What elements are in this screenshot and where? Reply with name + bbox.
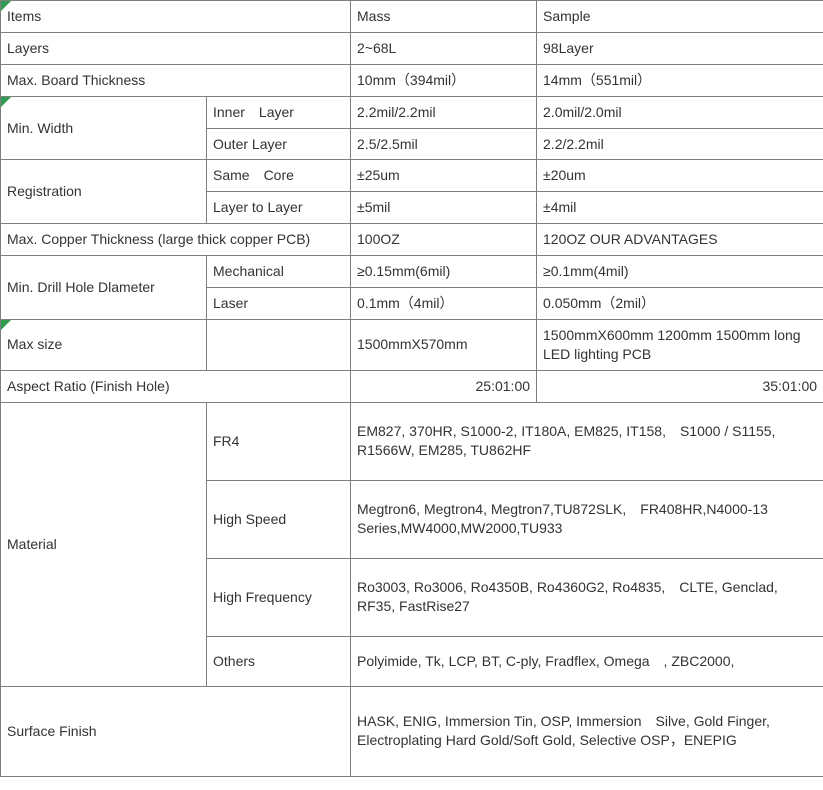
cell-mass: 1500mmX570mm: [351, 319, 537, 370]
cell-mass: ≥0.15mm(6mil): [351, 256, 537, 288]
cell-sub: High Speed: [207, 480, 351, 558]
cell-sample: ≥0.1mm(4mil): [537, 256, 823, 288]
cell-sub: Same Core: [207, 160, 351, 192]
cell-mass: ±5mil: [351, 192, 537, 224]
cell-sub: Inner Layer: [207, 96, 351, 128]
table-row: Min. Width Inner Layer 2.2mil/2.2mil 2.0…: [1, 96, 823, 128]
cell-merged: EM827, 370HR, S1000-2, IT180A, EM825, IT…: [351, 402, 823, 480]
cell-mass: 2.5/2.5mil: [351, 128, 537, 160]
table-row: Items Mass Sample: [1, 1, 823, 33]
cell-item: Max. Copper Thickness (large thick coppe…: [1, 224, 351, 256]
cell-item: Surface Finish: [1, 686, 351, 776]
cell-item: Layers: [1, 32, 351, 64]
cell-item: Min. Width: [1, 96, 207, 160]
cell-sample: 2.0mil/2.0mil: [537, 96, 823, 128]
cell-item: Aspect Ratio (Finish Hole): [1, 370, 351, 402]
cell-sample: 35:01:00: [537, 370, 823, 402]
cell-mass: 0.1mm（4mil）: [351, 288, 537, 320]
cell-sample: 0.050mm（2mil）: [537, 288, 823, 320]
table-row: Layers 2~68L 98Layer: [1, 32, 823, 64]
column-header-items: Items: [1, 1, 351, 33]
cell-merged: HASK, ENIG, Immersion Tin, OSP, Immersio…: [351, 686, 823, 776]
table-row: Registration Same Core ±25um ±20um: [1, 160, 823, 192]
table-row: Max. Board Thickness 10mm（394mil） 14mm（5…: [1, 64, 823, 96]
cell-sub: Layer to Layer: [207, 192, 351, 224]
cell-item: Material: [1, 402, 207, 686]
table-row: Aspect Ratio (Finish Hole) 25:01:00 35:0…: [1, 370, 823, 402]
column-header-mass: Mass: [351, 1, 537, 33]
cell-sample: 2.2/2.2mil: [537, 128, 823, 160]
table-row: Material FR4 EM827, 370HR, S1000-2, IT18…: [1, 402, 823, 480]
cell-item: Registration: [1, 160, 207, 224]
cell-merged: Polyimide, Tk, LCP, BT, C-ply, Fradflex,…: [351, 636, 823, 686]
cell-sample: 98Layer: [537, 32, 823, 64]
cell-sample: 120OZ OUR ADVANTAGES: [537, 224, 823, 256]
cell-item: Min. Drill Hole Dlameter: [1, 256, 207, 320]
table-row: Max size 1500mmX570mm 1500mmX600mm 1200m…: [1, 319, 823, 370]
cell-sub: Laser: [207, 288, 351, 320]
cell-sub: High Frequency: [207, 558, 351, 636]
table-row: Surface Finish HASK, ENIG, Immersion Tin…: [1, 686, 823, 776]
cell-sub: FR4: [207, 402, 351, 480]
cell-mass: 100OZ: [351, 224, 537, 256]
cell-sample: 1500mmX600mm 1200mm 1500mm long LED ligh…: [537, 319, 823, 370]
cell-merged: Ro3003, Ro3006, Ro4350B, Ro4360G2, Ro483…: [351, 558, 823, 636]
cell-sample: ±20um: [537, 160, 823, 192]
cell-mass: 25:01:00: [351, 370, 537, 402]
cell-item: Max size: [1, 319, 207, 370]
cell-mass: 10mm（394mil）: [351, 64, 537, 96]
cell-item: Max. Board Thickness: [1, 64, 351, 96]
cell-sample: ±4mil: [537, 192, 823, 224]
cell-sub: Outer Layer: [207, 128, 351, 160]
pcb-spec-table: Items Mass Sample Layers 2~68L 98Layer M…: [0, 0, 823, 777]
cell-sub: [207, 319, 351, 370]
cell-mass: 2~68L: [351, 32, 537, 64]
cell-sub: Mechanical: [207, 256, 351, 288]
cell-mass: 2.2mil/2.2mil: [351, 96, 537, 128]
cell-sample: 14mm（551mil）: [537, 64, 823, 96]
cell-mass: ±25um: [351, 160, 537, 192]
table-row: Max. Copper Thickness (large thick coppe…: [1, 224, 823, 256]
cell-merged: Megtron6, Megtron4, Megtron7,TU872SLK, F…: [351, 480, 823, 558]
cell-sub: Others: [207, 636, 351, 686]
column-header-sample: Sample: [537, 1, 823, 33]
table-row: Min. Drill Hole Dlameter Mechanical ≥0.1…: [1, 256, 823, 288]
